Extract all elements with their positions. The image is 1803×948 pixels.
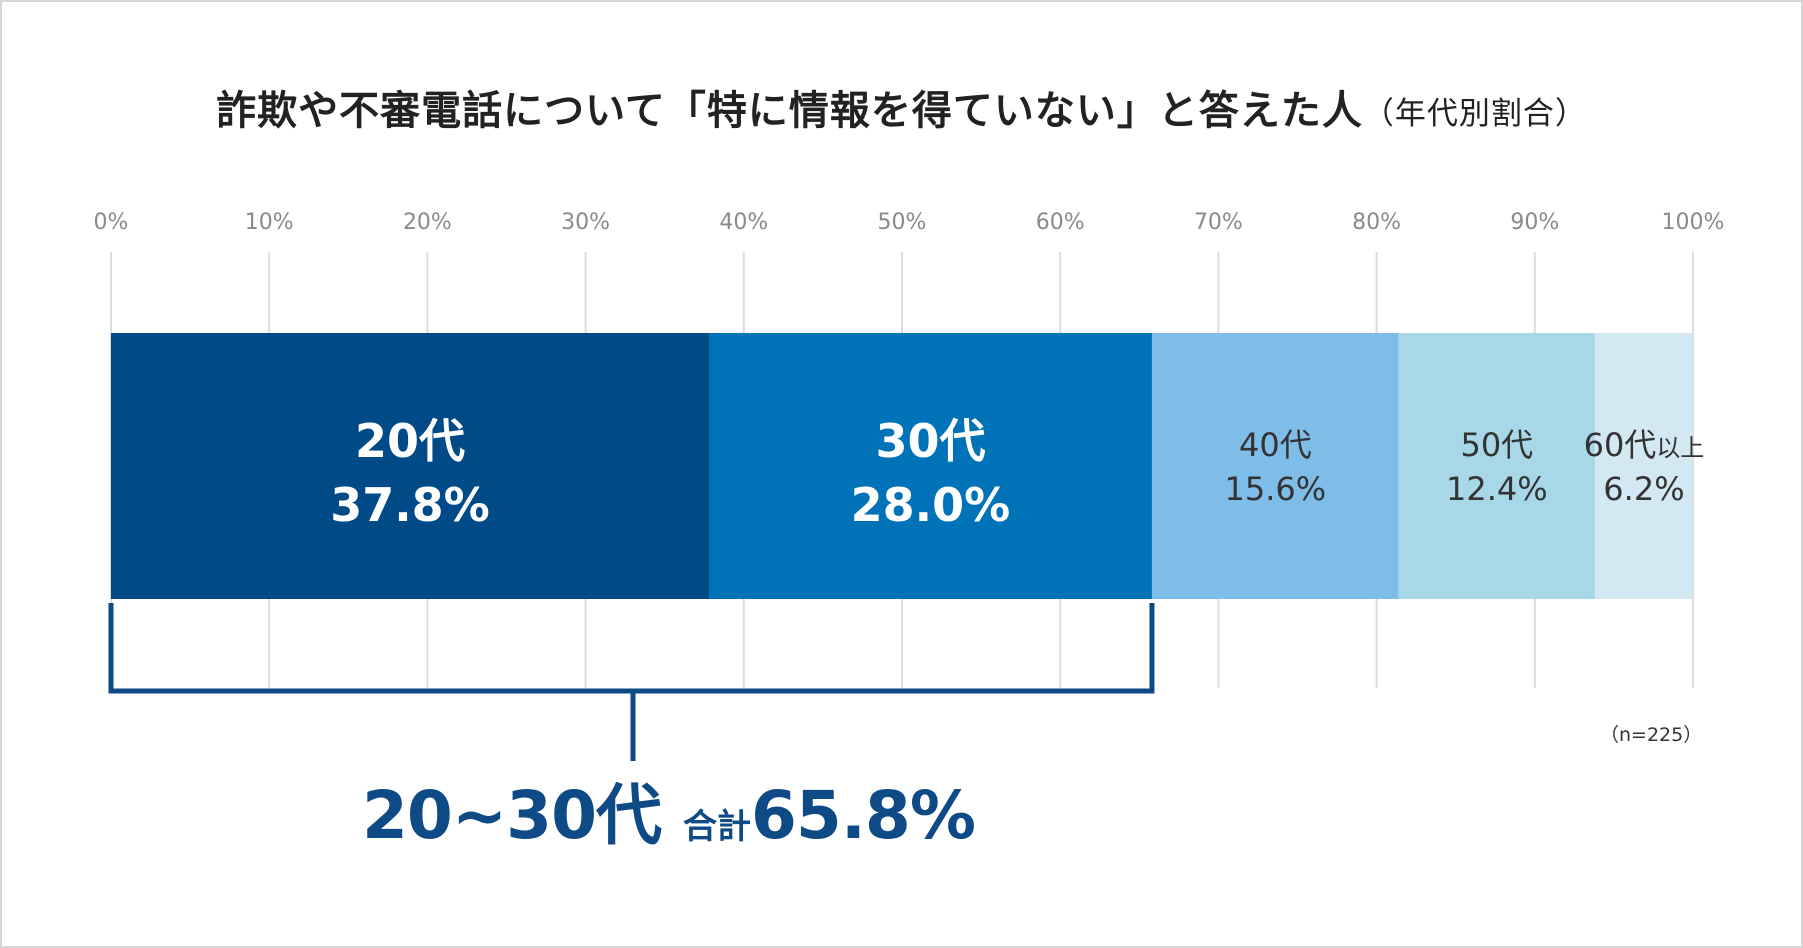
bar-segment-3 — [1151, 333, 1399, 599]
bar-segment-1 — [111, 333, 709, 599]
x-tick-label: 40% — [719, 210, 768, 235]
segment-name-label: 40代 — [1239, 426, 1312, 464]
chart-title: 詐欺や不審電話について「特に情報を得ていない」と答えた人（年代別割合） — [0, 78, 1803, 136]
x-tick-label: 100% — [1662, 210, 1725, 235]
x-tick-label: 30% — [561, 210, 610, 235]
x-tick-label: 80% — [1352, 210, 1401, 235]
segment-name-label: 30代 — [875, 414, 985, 468]
sample-size-note: （n=225） — [1600, 724, 1703, 746]
bar-segment-2 — [708, 333, 1152, 599]
bar-segment-4 — [1398, 333, 1595, 599]
bar-layer: 20代 37.8% 30代 28.0% 40代 15.6% 50代 12.4% 60代以上 6.2… — [111, 333, 1704, 599]
chart-title-sub: （年代別割合） — [1362, 96, 1587, 132]
combined-total-word: 合計 — [682, 807, 751, 847]
combined-total-value: 65.8% — [750, 777, 976, 854]
combined-range-label: 20~30代 — [362, 777, 662, 854]
segment-value-label: 28.0% — [851, 478, 1011, 532]
x-tick-label: 50% — [878, 210, 927, 235]
segment-value-label: 6.2% — [1603, 470, 1684, 508]
x-tick-label: 70% — [1194, 210, 1243, 235]
combined-total-label: 20~30代 合計65.8% — [362, 762, 976, 858]
bracket-layer — [108, 603, 1155, 761]
x-tick-label: 20% — [403, 210, 452, 235]
bar-segment-5 — [1594, 333, 1693, 599]
x-tick-label: 0% — [94, 210, 129, 235]
x-tick-label: 10% — [245, 210, 294, 235]
bracket-line — [108, 603, 1155, 694]
segment-value-label: 15.6% — [1225, 470, 1327, 508]
chart-title-main: 詐欺や不審電話について「特に情報を得ていない」と答えた人 — [216, 88, 1363, 134]
segment-name-label: 50代 — [1460, 426, 1533, 464]
segment-value-label: 37.8% — [330, 478, 490, 532]
segment-value-label: 12.4% — [1446, 470, 1548, 508]
x-tick-label: 90% — [1510, 210, 1559, 235]
x-tick-label: 60% — [1036, 210, 1085, 235]
segment-name-label: 20代 — [355, 414, 465, 468]
segment-name-label: 60代以上 — [1584, 426, 1705, 464]
